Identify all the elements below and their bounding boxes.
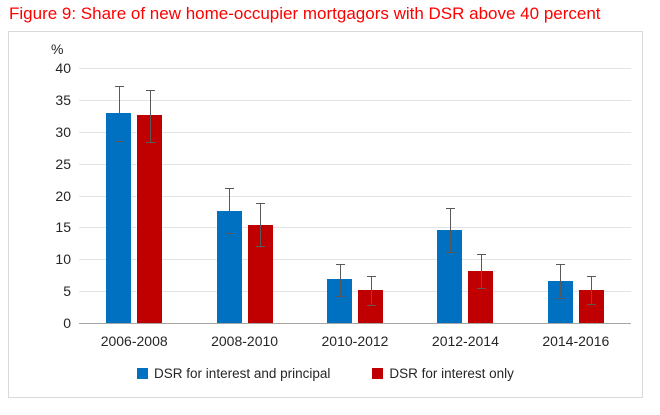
gridline [79,99,631,101]
y-axis-tick-label: 20 [55,187,71,204]
legend-swatch [137,368,149,379]
legend-item: DSR for interest only [372,366,514,381]
legend: DSR for interest and principal DSR for in… [9,366,642,381]
y-axis-tick-label: 30 [55,123,71,140]
x-axis-tick-label: 2010-2012 [321,333,389,349]
error-bar [118,85,120,141]
y-axis-tick-label: 40 [55,60,71,76]
chart-frame: % 0 5 10 15 20 25 30 35 40 2006-2008 2008-2010 201… [8,31,643,398]
error-bar-cap [335,295,345,297]
error-bar-cap [476,287,486,289]
y-axis-tick-label: 0 [63,315,71,331]
error-bar-cap [225,233,235,235]
x-axis-tick-label: 2012-2014 [431,333,499,349]
gridline [79,259,631,261]
gridline [79,291,631,293]
error-bar [449,208,451,252]
gridline [79,68,631,69]
x-axis-tick-label: 2014-2016 [542,333,610,349]
y-axis-tick-labels: 0 5 10 15 20 25 30 35 40 [9,32,71,397]
error-bar [339,263,341,296]
legend-item: DSR for interest and principal [137,366,330,381]
y-axis-tick-label: 10 [55,251,71,268]
y-axis-tick-label: 25 [55,155,71,172]
error-bar [560,264,562,298]
y-axis-tick-label: 5 [63,283,71,300]
legend-label: DSR for interest and principal [154,366,331,381]
y-axis-tick-label: 35 [55,91,71,108]
error-bar-cap [587,275,597,277]
bar-blue-2006-2008 [106,112,132,323]
error-bar-cap [366,276,376,278]
error-bar-cap [587,303,597,305]
error-bar-cap [145,141,155,143]
error-bar-cap [114,140,124,142]
error-bar-cap [476,253,486,255]
error-bar [370,276,372,305]
figure-title: Figure 9: Share of new home-occupier mor… [9,4,601,23]
y-axis-unit-label: % [51,41,64,57]
error-bar [591,275,593,304]
error-bar-cap [114,85,124,87]
gridline [79,131,631,133]
legend-label: DSR for interest only [389,366,514,381]
y-axis-tick-label: 15 [55,219,71,236]
error-bar-cap [366,304,376,306]
gridline [79,195,631,197]
gridline [79,163,631,165]
error-bar [229,187,231,234]
error-bar-cap [225,187,235,189]
bar-red-2006-2008 [137,114,163,323]
x-axis-tick-label: 2006-2008 [100,333,168,349]
error-bar-cap [445,208,455,210]
error-bar-cap [256,245,266,247]
error-bar-cap [556,264,566,266]
x-axis-tick-label: 2008-2010 [211,333,279,349]
error-bar-cap [335,263,345,265]
error-bar-cap [145,89,155,91]
error-bar-cap [256,202,266,204]
legend-swatch [372,368,384,379]
error-bar-cap [556,297,566,299]
error-bar [149,89,151,142]
x-axis-line [79,323,631,324]
gridline [79,227,631,229]
x-axis-tick-labels: 2006-2008 2008-2010 2010-2012 2012-2014 2014… [79,333,631,353]
plot-area [79,68,631,324]
error-bar [480,253,482,288]
error-bar-cap [445,251,455,253]
error-bar [260,202,262,246]
